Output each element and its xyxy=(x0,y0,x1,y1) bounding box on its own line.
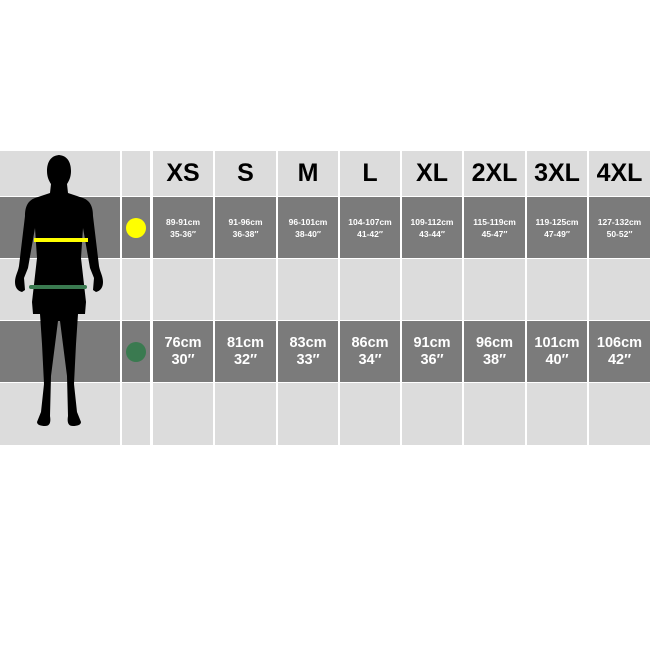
chest-cm: 115-119cm xyxy=(473,216,516,227)
waist-inch: 40″ xyxy=(545,351,569,368)
size-header: M xyxy=(297,159,319,187)
chart-cell xyxy=(122,197,150,258)
chest-cm: 119-125cm xyxy=(535,216,579,227)
chest-inch: 36-38″ xyxy=(232,228,259,239)
chest-cm: 109-112cm xyxy=(410,216,454,227)
chart-cell: 3XL xyxy=(527,151,587,196)
chart-cell: 127-132cm 50-52″ xyxy=(589,197,650,258)
waist-marker-icon xyxy=(126,341,146,362)
chart-cell: 76cm 30″ xyxy=(153,321,213,382)
chart-cell xyxy=(122,151,150,196)
chart-cell: 86cm 34″ xyxy=(340,321,400,382)
chest-cm: 96-101cm xyxy=(288,216,328,227)
chart-cell xyxy=(122,321,150,382)
chest-inch: 41-42″ xyxy=(357,228,383,239)
size-header: L xyxy=(362,159,378,187)
waist-inch: 34″ xyxy=(358,351,382,368)
size-chart: XS S M L XL 2XL 3XL 4XL 89-91cm 35-36″ 91-96cm 36-3… xyxy=(0,151,650,445)
chart-cell xyxy=(122,383,150,445)
chart-cell: L xyxy=(340,151,400,196)
waist-line xyxy=(29,285,87,289)
chart-cell xyxy=(402,383,462,445)
waist-inch: 32″ xyxy=(233,351,258,368)
waist-inch: 42″ xyxy=(607,351,632,368)
chart-cell xyxy=(122,259,150,320)
chart-cell xyxy=(527,259,587,320)
chest-marker-icon xyxy=(126,217,146,238)
waist-inch: 33″ xyxy=(296,351,320,368)
body-silhouette-icon xyxy=(15,155,103,426)
chart-cell xyxy=(278,383,338,445)
chart-cell: 96cm 38″ xyxy=(464,321,525,382)
chart-cell: XS xyxy=(153,151,213,196)
chart-cell: 101cm 40″ xyxy=(527,321,587,382)
chart-cell: 104-107cm 41-42″ xyxy=(340,197,400,258)
chart-cell xyxy=(402,259,462,320)
chest-inch: 50-52″ xyxy=(606,228,633,239)
chart-cell xyxy=(0,321,120,382)
waist-cm: 86cm xyxy=(351,334,389,351)
chart-cell xyxy=(527,383,587,445)
chart-cell xyxy=(340,383,400,445)
waist-cm: 83cm xyxy=(289,334,327,351)
waist-cm: 106cm xyxy=(596,334,643,351)
chart-cell: S xyxy=(215,151,276,196)
chest-cm: 91-96cm xyxy=(228,216,263,227)
chart-cell xyxy=(340,259,400,320)
waist-cm: 91cm xyxy=(413,334,451,351)
waist-cm: 96cm xyxy=(475,334,514,351)
chart-cell xyxy=(278,259,338,320)
chart-cell xyxy=(153,259,213,320)
chart-cell xyxy=(0,383,120,445)
waist-inch: 36″ xyxy=(420,351,444,368)
chest-line xyxy=(34,238,88,242)
chart-cell xyxy=(153,383,213,445)
chart-cell: 91cm 36″ xyxy=(402,321,462,382)
chart-cell xyxy=(215,383,276,445)
chest-inch: 45-47″ xyxy=(481,228,508,239)
chest-inch: 35-36″ xyxy=(170,228,196,239)
chart-cell: 115-119cm 45-47″ xyxy=(464,197,525,258)
chart-cell: 83cm 33″ xyxy=(278,321,338,382)
waist-cm: 101cm xyxy=(534,334,580,351)
chart-cell: 91-96cm 36-38″ xyxy=(215,197,276,258)
chart-cell: XL xyxy=(402,151,462,196)
waist-cm: 81cm xyxy=(226,334,265,351)
chest-cm: 104-107cm xyxy=(348,216,392,227)
chart-cell xyxy=(215,259,276,320)
chart-cell xyxy=(464,383,525,445)
chart-cell: 109-112cm 43-44″ xyxy=(402,197,462,258)
chest-inch: 38-40″ xyxy=(295,228,321,239)
chart-cell: M xyxy=(278,151,338,196)
chest-inch: 43-44″ xyxy=(419,228,445,239)
chart-cell xyxy=(464,259,525,320)
size-header: XS xyxy=(166,159,200,187)
chart-cell: 4XL xyxy=(589,151,650,196)
chest-cm: 127-132cm xyxy=(597,216,642,227)
chart-cell: 81cm 32″ xyxy=(215,321,276,382)
chart-cell: 96-101cm 38-40″ xyxy=(278,197,338,258)
waist-inch: 30″ xyxy=(171,351,195,368)
size-header: XL xyxy=(416,159,448,187)
size-header: 3XL xyxy=(534,159,580,187)
chart-cell xyxy=(589,259,650,320)
chart-cell: 119-125cm 47-49″ xyxy=(527,197,587,258)
size-header: S xyxy=(237,159,254,187)
size-header: 4XL xyxy=(596,159,643,187)
chart-cell: 106cm 42″ xyxy=(589,321,650,382)
chart-cell: 89-91cm 35-36″ xyxy=(153,197,213,258)
waist-cm: 76cm xyxy=(164,334,202,351)
chest-inch: 47-49″ xyxy=(544,228,570,239)
chart-cell: 2XL xyxy=(464,151,525,196)
chart-cell xyxy=(589,383,650,445)
chest-cm: 89-91cm xyxy=(165,216,201,227)
size-header: 2XL xyxy=(471,159,518,187)
waist-inch: 38″ xyxy=(482,351,507,368)
